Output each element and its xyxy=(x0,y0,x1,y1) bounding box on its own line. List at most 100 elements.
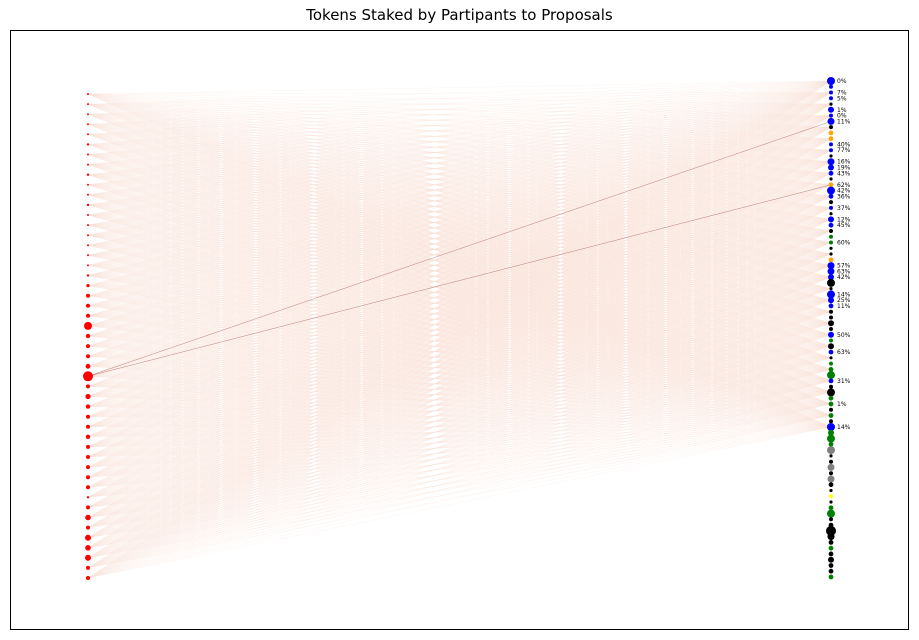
stake-edge xyxy=(87,103,832,175)
stake-edge xyxy=(87,207,832,518)
stake-edge xyxy=(87,369,832,518)
stake-edge xyxy=(87,219,832,548)
stake-edge xyxy=(87,92,832,165)
proposal-node xyxy=(829,361,833,366)
participant-node xyxy=(87,93,89,95)
stake-edge xyxy=(87,126,832,276)
proposal-node xyxy=(828,563,834,568)
stake-edge xyxy=(87,403,832,508)
stake-edge xyxy=(87,93,832,116)
proposal-node xyxy=(828,343,834,350)
stake-edge xyxy=(87,92,832,488)
participant-node xyxy=(86,313,90,318)
stake-edge xyxy=(87,115,832,266)
proposal-node xyxy=(828,349,834,355)
stake-edge xyxy=(87,253,832,518)
stake-edge xyxy=(87,92,832,195)
proposal-node xyxy=(828,429,834,436)
stake-edge xyxy=(87,242,832,558)
stake-edge xyxy=(87,207,832,558)
stake-edge xyxy=(87,357,832,518)
stake-edge xyxy=(87,80,832,236)
stake-edge xyxy=(87,126,832,458)
proposal-percent-label: 1% xyxy=(837,107,847,114)
stake-edge xyxy=(87,242,832,569)
proposal-node xyxy=(828,182,834,188)
proposal-node xyxy=(827,290,835,299)
stake-edge xyxy=(87,103,832,367)
stake-edge xyxy=(87,138,832,478)
stake-edge xyxy=(87,126,832,316)
stake-edge xyxy=(87,334,832,579)
participant-node xyxy=(86,525,90,530)
proposal-percent-label: 45% xyxy=(837,222,851,229)
stake-edge xyxy=(87,380,832,558)
proposal-node xyxy=(829,113,833,118)
stake-edge xyxy=(87,103,832,427)
stake-edge xyxy=(87,115,832,478)
stake-edge xyxy=(87,150,832,478)
stake-edge xyxy=(87,150,832,165)
stake-edge xyxy=(87,253,832,569)
stake-edge xyxy=(87,103,832,286)
stake-edge xyxy=(87,242,832,579)
stake-edge xyxy=(87,161,832,569)
stake-edge xyxy=(87,103,832,246)
proposal-node xyxy=(829,517,833,522)
stake-edge xyxy=(87,219,832,579)
stake-edge xyxy=(87,92,832,528)
stake-edge xyxy=(87,103,832,528)
stake-edge xyxy=(87,103,832,266)
stake-edge xyxy=(87,126,832,286)
stake-edge xyxy=(87,219,832,569)
stake-edge xyxy=(87,138,832,387)
proposal-node xyxy=(828,568,834,574)
stake-edge xyxy=(87,80,832,316)
stake-edge xyxy=(87,92,832,337)
stake-edge xyxy=(87,288,832,518)
proposal-node xyxy=(827,434,835,443)
stake-edge xyxy=(87,173,832,548)
stake-edge xyxy=(87,150,832,357)
stake-edge xyxy=(87,300,832,518)
stake-edge xyxy=(87,196,832,558)
stake-edge xyxy=(87,150,832,397)
stake-edge xyxy=(87,92,832,327)
proposal-node xyxy=(828,164,834,171)
stake-edge xyxy=(87,219,832,528)
proposal-node xyxy=(828,130,834,136)
participant-node xyxy=(86,576,90,580)
stake-edge xyxy=(87,426,832,508)
participant-node xyxy=(87,254,89,257)
stake-edge xyxy=(87,80,832,155)
proposal-node xyxy=(827,533,835,541)
stake-edge xyxy=(87,103,832,558)
stake-edge xyxy=(87,80,832,337)
stake-edge xyxy=(87,207,832,569)
stake-edge xyxy=(87,92,832,579)
stake-edge xyxy=(87,115,832,508)
stake-edge xyxy=(87,253,832,579)
participant-node xyxy=(87,133,89,136)
participant-node xyxy=(86,203,90,207)
stake-edge xyxy=(87,103,832,128)
stake-edge xyxy=(87,150,832,327)
stake-edge xyxy=(87,115,832,357)
stake-edge xyxy=(87,103,832,316)
participant-node xyxy=(87,153,89,156)
stake-edge xyxy=(87,126,832,397)
stake-edge xyxy=(87,196,832,538)
stake-edge xyxy=(87,115,832,216)
stake-edge xyxy=(87,311,832,508)
stake-edge xyxy=(87,138,832,569)
stake-edge xyxy=(87,92,832,216)
participant-node xyxy=(86,485,90,490)
stake-edge xyxy=(87,80,832,256)
proposal-percent-label: 50% xyxy=(837,332,851,339)
stake-edge xyxy=(87,126,832,528)
stake-edge xyxy=(87,115,832,226)
stake-edge xyxy=(87,80,832,105)
stake-edge xyxy=(87,150,832,195)
stake-edge xyxy=(87,92,832,377)
stake-edge xyxy=(87,103,832,387)
